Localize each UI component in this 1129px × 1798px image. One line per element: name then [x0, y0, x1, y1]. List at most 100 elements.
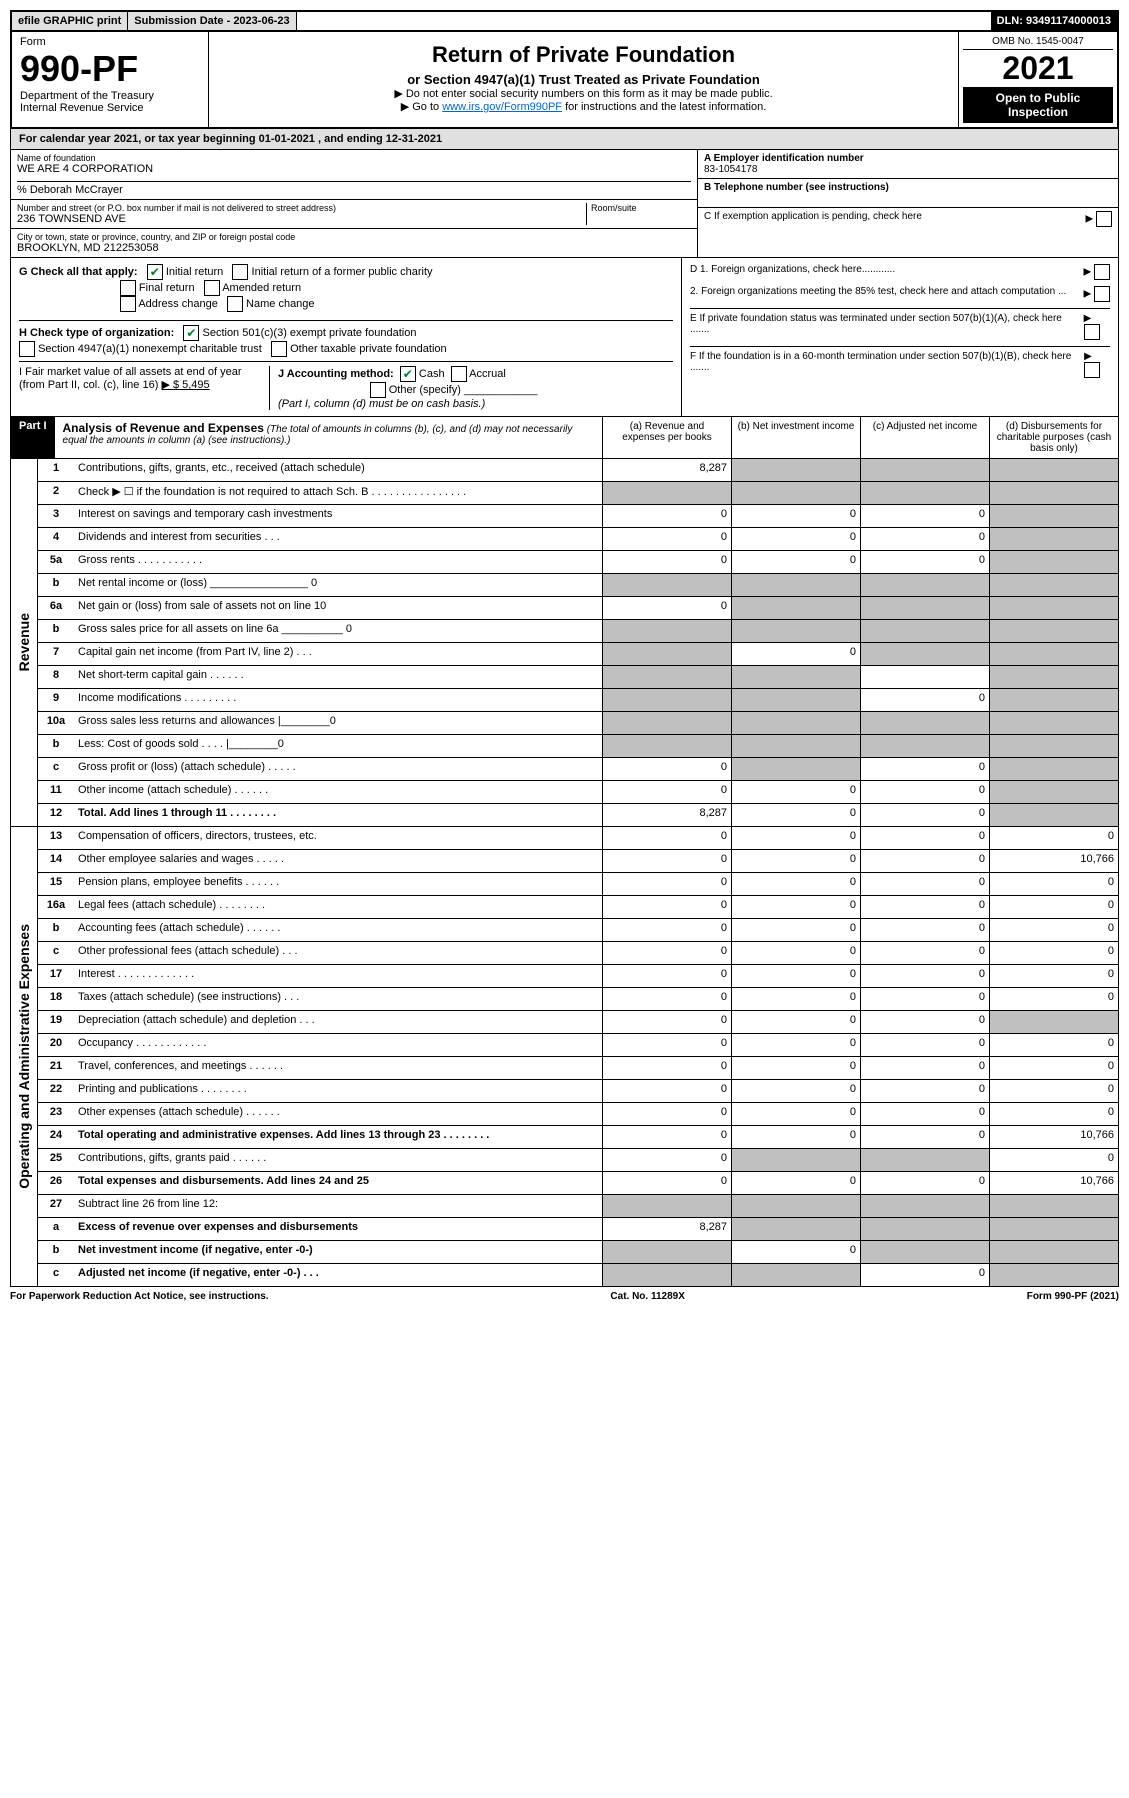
cell: [860, 459, 989, 481]
g-address-checkbox[interactable]: [120, 296, 136, 312]
h-other-checkbox[interactable]: [271, 341, 287, 357]
footer-left: For Paperwork Reduction Act Notice, see …: [10, 1291, 269, 1302]
cell: [989, 505, 1118, 527]
cell: 0: [731, 505, 860, 527]
cell: 0: [860, 1057, 989, 1079]
phone-label: B Telephone number (see instructions): [704, 182, 1112, 193]
table-row: bNet rental income or (loss) ___________…: [38, 574, 1118, 597]
cell: [731, 459, 860, 481]
g-final-checkbox[interactable]: [120, 280, 136, 296]
line-number: c: [38, 1264, 74, 1286]
line-description: Total operating and administrative expen…: [74, 1126, 602, 1148]
col-d-header: (d) Disbursements for charitable purpose…: [989, 417, 1118, 458]
cell: [860, 620, 989, 642]
cell: 0: [989, 896, 1118, 918]
cell: 0: [989, 1080, 1118, 1102]
table-row: 23Other expenses (attach schedule) . . .…: [38, 1103, 1118, 1126]
f-checkbox[interactable]: [1084, 362, 1100, 378]
cell: [731, 1218, 860, 1240]
g-amended-checkbox[interactable]: [204, 280, 220, 296]
cell: 0: [602, 1172, 731, 1194]
line-number: 5a: [38, 551, 74, 573]
line-number: 6a: [38, 597, 74, 619]
instr-link[interactable]: www.irs.gov/Form990PF: [442, 101, 562, 113]
cell: [989, 666, 1118, 688]
cell: 0: [602, 597, 731, 619]
cell: 0: [860, 850, 989, 872]
cell: [989, 620, 1118, 642]
table-row: 5aGross rents . . . . . . . . . . .000: [38, 551, 1118, 574]
line-description: Occupancy . . . . . . . . . . . .: [74, 1034, 602, 1056]
tax-year: 2021: [963, 50, 1113, 87]
cell: [602, 689, 731, 711]
cell: 0: [731, 850, 860, 872]
d1-checkbox[interactable]: [1094, 264, 1110, 280]
d2-checkbox[interactable]: [1094, 286, 1110, 302]
cell: 0: [989, 827, 1118, 849]
f-label: F If the foundation is in a 60-month ter…: [690, 351, 1084, 378]
g-opt-2: Final return: [139, 282, 195, 294]
cell: 0: [602, 1126, 731, 1148]
e-checkbox[interactable]: [1084, 324, 1100, 340]
revenue-table: Revenue 1Contributions, gifts, grants, e…: [10, 459, 1119, 827]
cell: 10,766: [989, 1172, 1118, 1194]
city-label: City or town, state or province, country…: [17, 232, 691, 242]
line-description: Contributions, gifts, grants paid . . . …: [74, 1149, 602, 1171]
efile-button[interactable]: efile GRAPHIC print: [12, 12, 128, 30]
ein: 83-1054178: [704, 164, 1112, 175]
h-501c3-checkbox[interactable]: [183, 325, 199, 341]
j-opt-0: Cash: [419, 368, 445, 380]
line-description: Other income (attach schedule) . . . . .…: [74, 781, 602, 803]
i-value: ▶ $ 5,495: [161, 379, 209, 391]
table-row: bAccounting fees (attach schedule) . . .…: [38, 919, 1118, 942]
c-checkbox[interactable]: [1096, 211, 1112, 227]
line-description: Pension plans, employee benefits . . . .…: [74, 873, 602, 895]
line-description: Capital gain net income (from Part IV, l…: [74, 643, 602, 665]
d2-label: 2. Foreign organizations meeting the 85%…: [690, 286, 1066, 302]
table-row: bGross sales price for all assets on lin…: [38, 620, 1118, 643]
cell: 0: [731, 1103, 860, 1125]
d1-label: D 1. Foreign organizations, check here..…: [690, 264, 895, 280]
line-number: 2: [38, 482, 74, 504]
line-description: Interest on savings and temporary cash i…: [74, 505, 602, 527]
cell: 0: [860, 919, 989, 941]
line-description: Check ▶ ☐ if the foundation is not requi…: [74, 482, 602, 504]
line-number: 10a: [38, 712, 74, 734]
line-description: Adjusted net income (if negative, enter …: [74, 1264, 602, 1286]
cell: 0: [602, 1103, 731, 1125]
cell: [989, 1218, 1118, 1240]
cell: [602, 666, 731, 688]
omb-no: OMB No. 1545-0047: [963, 36, 1113, 50]
g-initial-former-checkbox[interactable]: [232, 264, 248, 280]
cell: 0: [731, 643, 860, 665]
g-opt-3: Amended return: [222, 282, 301, 294]
e-label: E If private foundation status was termi…: [690, 313, 1084, 340]
revenue-vlabel: Revenue: [16, 613, 32, 671]
h-4947-checkbox[interactable]: [19, 341, 35, 357]
cell: [602, 482, 731, 504]
dept: Department of the Treasury: [20, 90, 200, 102]
j-opt-2: Other (specify): [389, 384, 461, 396]
j-cash-checkbox[interactable]: [400, 366, 416, 382]
j-other-checkbox[interactable]: [370, 382, 386, 398]
footer-right: Form 990-PF (2021): [1027, 1291, 1119, 1302]
g-initial-return-checkbox[interactable]: [147, 264, 163, 280]
cell: [860, 482, 989, 504]
cell: [602, 620, 731, 642]
line-description: Net rental income or (loss) ____________…: [74, 574, 602, 596]
line-number: 23: [38, 1103, 74, 1125]
line-description: Less: Cost of goods sold . . . . |______…: [74, 735, 602, 757]
table-row: 14Other employee salaries and wages . . …: [38, 850, 1118, 873]
city-state-zip: BROOKLYN, MD 212253058: [17, 242, 691, 254]
line-description: Taxes (attach schedule) (see instruction…: [74, 988, 602, 1010]
cell: 0: [731, 919, 860, 941]
line-number: 3: [38, 505, 74, 527]
table-row: cGross profit or (loss) (attach schedule…: [38, 758, 1118, 781]
line-number: 24: [38, 1126, 74, 1148]
cell: 0: [860, 804, 989, 826]
cell: [989, 459, 1118, 481]
line-description: Other expenses (attach schedule) . . . .…: [74, 1103, 602, 1125]
submission-date: Submission Date - 2023-06-23: [128, 12, 296, 30]
j-accrual-checkbox[interactable]: [451, 366, 467, 382]
g-name-checkbox[interactable]: [227, 296, 243, 312]
